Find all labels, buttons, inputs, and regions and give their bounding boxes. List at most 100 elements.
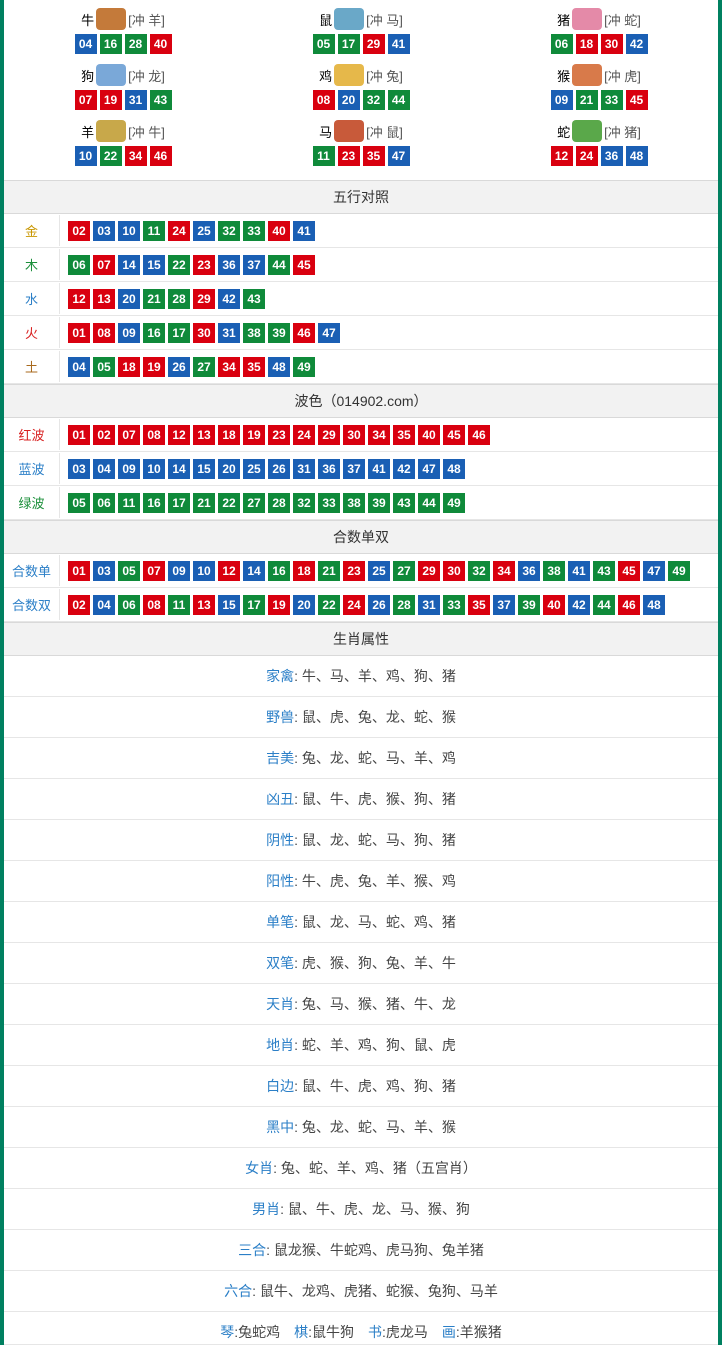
attr-row: 野兽: 鼠、虎、兔、龙、蛇、猴 bbox=[4, 697, 718, 738]
qin-qi-shu-hua-row: 琴:兔蛇鸡棋:鼠牛狗书:虎龙马画:羊猴猪 bbox=[4, 1312, 718, 1345]
attr-separator: : bbox=[294, 709, 302, 725]
zodiac-cell: 马[冲 鼠]11233547 bbox=[242, 116, 480, 172]
attr-key: 白边 bbox=[266, 1078, 294, 1094]
attr-separator: : bbox=[280, 1201, 288, 1217]
number-ball: 25 bbox=[193, 221, 215, 241]
number-ball: 35 bbox=[468, 595, 490, 615]
number-ball: 21 bbox=[576, 90, 598, 110]
number-ball: 11 bbox=[313, 146, 335, 166]
attr-value: 兔、龙、蛇、马、羊、鸡 bbox=[302, 750, 456, 766]
number-ball: 47 bbox=[318, 323, 340, 343]
number-ball: 17 bbox=[168, 493, 190, 513]
zodiac-cell: 鸡[冲 兔]08203244 bbox=[242, 60, 480, 116]
zodiac-name: 蛇 bbox=[557, 122, 570, 141]
zodiac-balls: 09213345 bbox=[480, 90, 718, 110]
number-ball: 09 bbox=[168, 561, 190, 581]
number-ball: 38 bbox=[243, 323, 265, 343]
zodiac-name: 鼠 bbox=[319, 10, 332, 29]
zodiac-name: 鸡 bbox=[319, 66, 332, 85]
number-ball: 31 bbox=[218, 323, 240, 343]
number-ball: 20 bbox=[118, 289, 140, 309]
zodiac-cell: 牛[冲 羊]04162840 bbox=[4, 4, 242, 60]
number-ball: 26 bbox=[368, 595, 390, 615]
wuxing-row: 金02031011242532334041 bbox=[4, 214, 718, 248]
zodiac-animal-icon bbox=[96, 8, 126, 30]
number-ball: 23 bbox=[338, 146, 360, 166]
row-balls: 06071415222336374445 bbox=[60, 249, 323, 281]
zodiac-animal-icon bbox=[572, 120, 602, 142]
zodiac-chong: [冲 龙] bbox=[128, 66, 165, 85]
number-ball: 17 bbox=[243, 595, 265, 615]
number-ball: 34 bbox=[125, 146, 147, 166]
number-ball: 39 bbox=[368, 493, 390, 513]
row-balls: 1213202128294243 bbox=[60, 283, 273, 315]
attr-row: 家禽: 牛、马、羊、鸡、狗、猪 bbox=[4, 656, 718, 697]
number-ball: 34 bbox=[493, 561, 515, 581]
section-header-heshu: 合数单双 bbox=[4, 520, 718, 554]
number-ball: 45 bbox=[618, 561, 640, 581]
number-ball: 44 bbox=[268, 255, 290, 275]
number-ball: 35 bbox=[393, 425, 415, 445]
zodiac-balls: 05172941 bbox=[242, 34, 480, 54]
number-ball: 49 bbox=[668, 561, 690, 581]
number-ball: 16 bbox=[143, 493, 165, 513]
zodiac-animal-icon bbox=[96, 64, 126, 86]
number-ball: 28 bbox=[168, 289, 190, 309]
attr-key: 双笔 bbox=[266, 955, 294, 971]
bose-table: 红波0102070812131819232429303435404546蓝波03… bbox=[4, 418, 718, 520]
number-ball: 07 bbox=[75, 90, 97, 110]
number-ball: 23 bbox=[193, 255, 215, 275]
number-ball: 46 bbox=[293, 323, 315, 343]
number-ball: 36 bbox=[318, 459, 340, 479]
number-ball: 33 bbox=[443, 595, 465, 615]
section-header-wuxing: 五行对照 bbox=[4, 180, 718, 214]
number-ball: 30 bbox=[193, 323, 215, 343]
attr-key: 棋 bbox=[294, 1324, 308, 1340]
zodiac-balls: 12243648 bbox=[480, 146, 718, 166]
number-ball: 03 bbox=[93, 561, 115, 581]
row-label: 火 bbox=[4, 317, 60, 348]
heshu-row: 合数双0204060811131517192022242628313335373… bbox=[4, 588, 718, 622]
number-ball: 39 bbox=[518, 595, 540, 615]
number-ball: 10 bbox=[118, 221, 140, 241]
number-ball: 05 bbox=[93, 357, 115, 377]
zodiac-balls: 04162840 bbox=[4, 34, 242, 54]
zodiac-animal-icon bbox=[334, 8, 364, 30]
number-ball: 42 bbox=[568, 595, 590, 615]
number-ball: 05 bbox=[118, 561, 140, 581]
bose-row: 绿波05061116172122272832333839434449 bbox=[4, 486, 718, 520]
number-ball: 31 bbox=[125, 90, 147, 110]
number-ball: 48 bbox=[626, 146, 648, 166]
number-ball: 22 bbox=[100, 146, 122, 166]
zodiac-name: 猪 bbox=[557, 10, 570, 29]
number-ball: 14 bbox=[243, 561, 265, 581]
number-ball: 11 bbox=[168, 595, 190, 615]
zodiac-grid: 牛[冲 羊]04162840鼠[冲 马]05172941猪[冲 蛇]061830… bbox=[4, 0, 718, 180]
attr-value: 鼠牛、龙鸡、虎猪、蛇猴、兔狗、马羊 bbox=[260, 1283, 498, 1299]
number-ball: 44 bbox=[388, 90, 410, 110]
attr-row: 六合: 鼠牛、龙鸡、虎猪、蛇猴、兔狗、马羊 bbox=[4, 1271, 718, 1312]
attr-key: 男肖 bbox=[252, 1201, 280, 1217]
page-container: 牛[冲 羊]04162840鼠[冲 马]05172941猪[冲 蛇]061830… bbox=[0, 0, 722, 1345]
number-ball: 22 bbox=[218, 493, 240, 513]
row-label: 红波 bbox=[4, 419, 60, 450]
zodiac-animal-icon bbox=[334, 64, 364, 86]
number-ball: 24 bbox=[576, 146, 598, 166]
number-ball: 43 bbox=[150, 90, 172, 110]
number-ball: 19 bbox=[143, 357, 165, 377]
number-ball: 04 bbox=[93, 459, 115, 479]
attr-value: 鼠、牛、虎、鸡、狗、猪 bbox=[302, 1078, 456, 1094]
attr-row: 天肖: 兔、马、猴、猪、牛、龙 bbox=[4, 984, 718, 1025]
number-ball: 40 bbox=[418, 425, 440, 445]
number-ball: 08 bbox=[143, 595, 165, 615]
number-ball: 05 bbox=[313, 34, 335, 54]
zodiac-chong: [冲 兔] bbox=[366, 66, 403, 85]
number-ball: 24 bbox=[343, 595, 365, 615]
number-ball: 01 bbox=[68, 323, 90, 343]
attr-key: 天肖 bbox=[266, 996, 294, 1012]
zodiac-title: 羊[冲 牛] bbox=[4, 120, 242, 142]
zodiac-title: 猪[冲 蛇] bbox=[480, 8, 718, 30]
zodiac-balls: 10223446 bbox=[4, 146, 242, 166]
zodiac-balls: 06183042 bbox=[480, 34, 718, 54]
number-ball: 43 bbox=[393, 493, 415, 513]
